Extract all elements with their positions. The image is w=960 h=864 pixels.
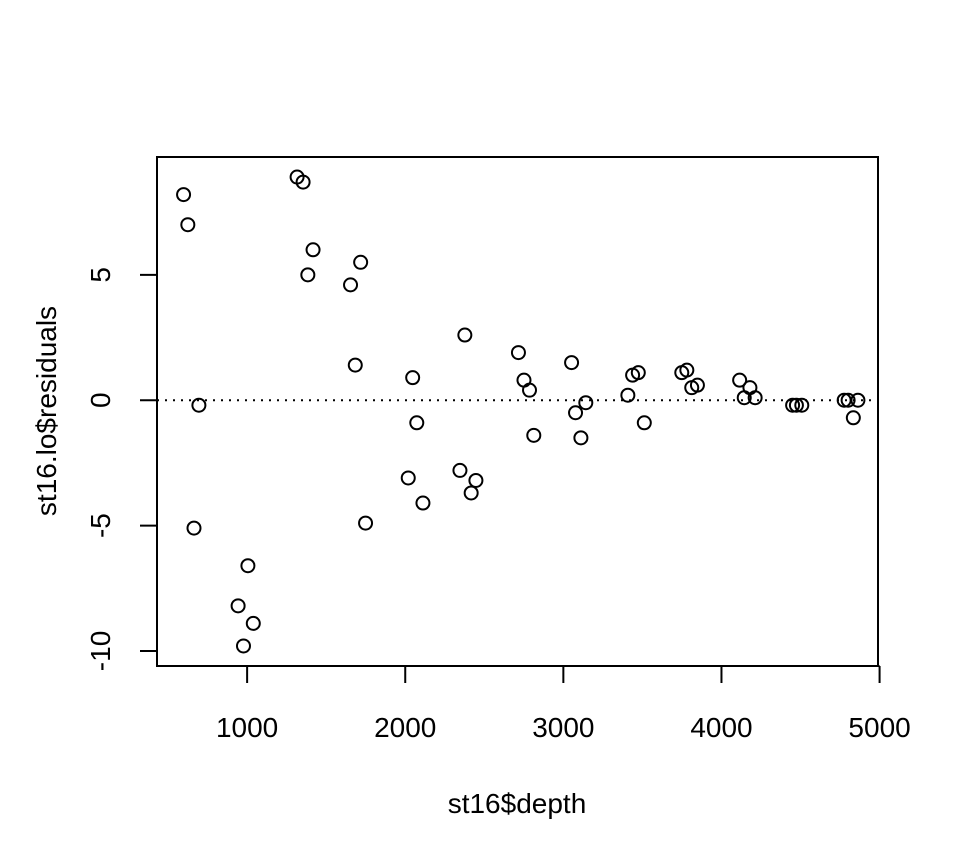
- data-point: [578, 395, 594, 411]
- data-point: [240, 558, 256, 574]
- data-point: [840, 392, 856, 408]
- data-point: [850, 392, 866, 408]
- data-points: [176, 169, 866, 654]
- x-axis: 1000 2000 3000 4000 5000: [216, 665, 911, 743]
- y-tick-label: -5: [85, 513, 116, 538]
- x-axis-label: st16$depth: [448, 788, 587, 819]
- data-point: [689, 377, 705, 393]
- data-point: [568, 405, 584, 421]
- data-point: [186, 520, 202, 536]
- data-point: [522, 382, 538, 398]
- x-tick-label: 5000: [848, 712, 910, 743]
- data-point: [794, 397, 810, 413]
- y-tick-label: 5: [85, 267, 116, 283]
- data-point: [305, 242, 321, 258]
- data-point: [245, 615, 261, 631]
- y-axis-label: st16.lo$residuals: [31, 306, 62, 516]
- plot-frame: [156, 156, 879, 667]
- data-point: [845, 410, 861, 426]
- data-point: [347, 357, 363, 373]
- data-point: [353, 254, 369, 270]
- data-point: [452, 462, 468, 478]
- y-tick-label: 0: [85, 392, 116, 408]
- data-point: [785, 397, 801, 413]
- data-point: [468, 472, 484, 488]
- data-point: [300, 267, 316, 283]
- data-point: [732, 372, 748, 388]
- data-point: [230, 598, 246, 614]
- y-axis: -10 -5 0 5: [85, 267, 158, 671]
- data-point: [176, 187, 192, 203]
- data-point: [510, 345, 526, 361]
- data-point: [358, 515, 374, 531]
- x-tick-label: 4000: [690, 712, 752, 743]
- data-point: [573, 430, 589, 446]
- data-point: [620, 387, 636, 403]
- data-point: [747, 390, 763, 406]
- data-point: [235, 638, 251, 654]
- data-point: [415, 495, 431, 511]
- data-point: [463, 485, 479, 501]
- data-point: [295, 174, 311, 190]
- y-tick-label: -10: [85, 631, 116, 671]
- data-point: [526, 427, 542, 443]
- data-point: [409, 415, 425, 431]
- data-point: [400, 470, 416, 486]
- data-point: [788, 397, 804, 413]
- data-point: [343, 277, 359, 293]
- x-tick-label: 1000: [216, 712, 278, 743]
- data-point: [679, 362, 695, 378]
- data-point: [191, 397, 207, 413]
- data-point: [457, 327, 473, 343]
- x-tick-label: 2000: [374, 712, 436, 743]
- data-point: [405, 370, 421, 386]
- data-point: [180, 217, 196, 233]
- data-point: [636, 415, 652, 431]
- x-tick-label: 3000: [532, 712, 594, 743]
- data-point: [630, 365, 646, 381]
- data-point: [564, 355, 580, 371]
